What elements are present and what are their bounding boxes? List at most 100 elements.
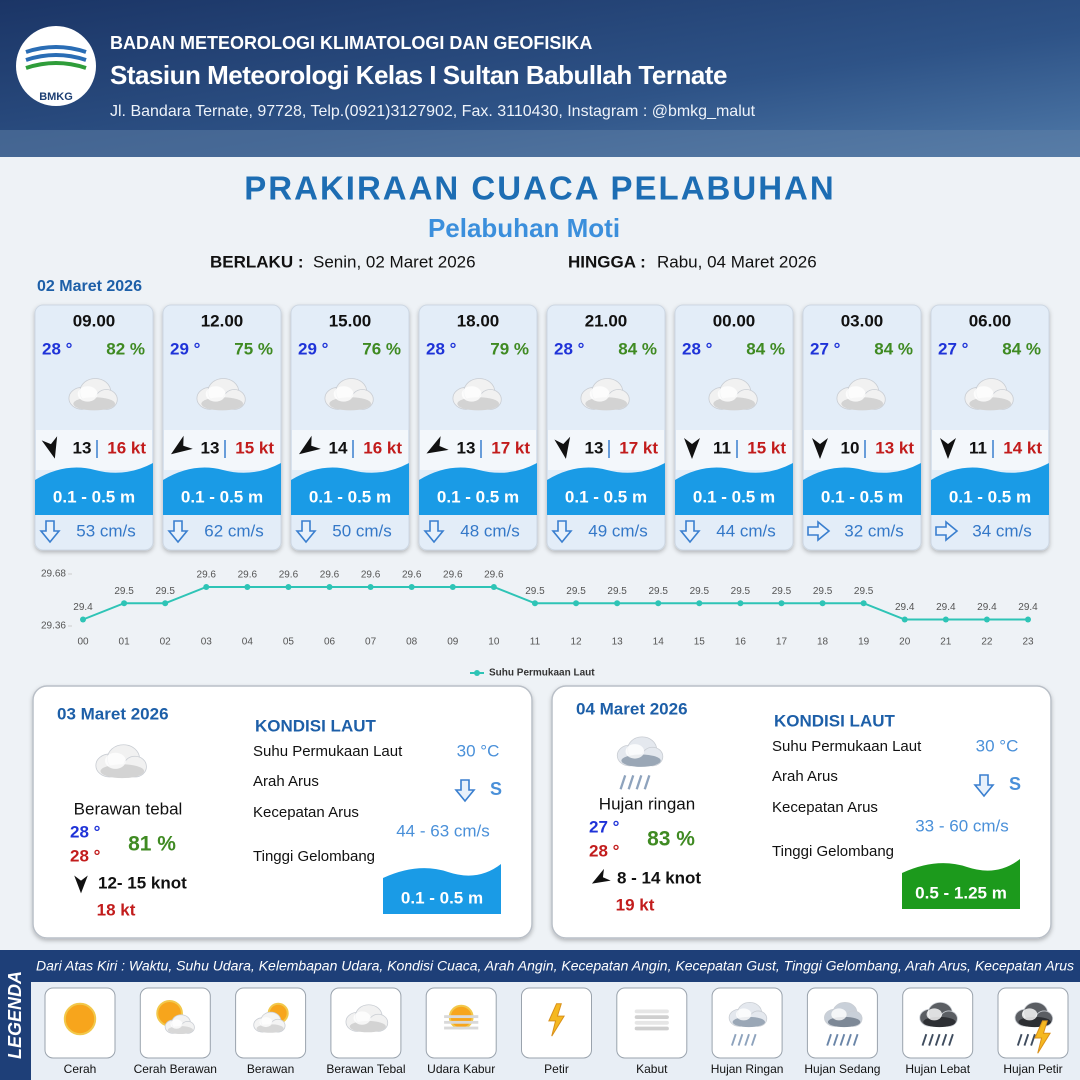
- cloud-part: [717, 386, 738, 402]
- rain-drop: [921, 1033, 928, 1046]
- rain-drop: [852, 1033, 859, 1046]
- hour-wave: 0.1 - 0.5 m: [437, 487, 519, 506]
- rain-drop: [832, 1033, 839, 1046]
- cloud-part: [259, 1017, 273, 1028]
- current-arrow: [167, 520, 189, 544]
- rain-drop: [643, 775, 651, 790]
- hour-gust: 16 kt: [363, 438, 402, 457]
- lightning: [1034, 1020, 1051, 1054]
- title: PRAKIRAAN CUACA PELABUHAN: [244, 170, 835, 207]
- data-label: 29.6: [320, 570, 340, 581]
- x-tick-label: 04: [242, 637, 254, 648]
- wave-area: [163, 463, 281, 515]
- x-tick-label: 02: [160, 637, 172, 648]
- rain-drop: [839, 1033, 846, 1046]
- hour-current: 44 cm/s: [716, 521, 776, 540]
- rain-drop: [928, 1033, 934, 1046]
- sst-point: [573, 600, 580, 607]
- data-label: 29.5: [772, 586, 792, 597]
- hour-temp: 28 °: [426, 339, 457, 358]
- day-gust: 18 kt: [97, 900, 136, 919]
- subtitle: Pelabuhan Moti: [428, 213, 620, 243]
- data-label: 29.4: [73, 602, 93, 613]
- weather-icon: [68, 378, 118, 411]
- weather-icon: [444, 1004, 479, 1030]
- lightning: [548, 1003, 565, 1037]
- sst-point: [162, 600, 169, 607]
- sea-wave-value: 0.5 - 1.25 m: [915, 883, 1007, 902]
- x-tick-label: 05: [283, 637, 295, 648]
- hour-wave: 0.1 - 0.5 m: [821, 487, 903, 506]
- sea-label: Tinggi Gelombang: [253, 848, 375, 865]
- hour-current: 34 cm/s: [972, 521, 1032, 540]
- logo-disc: [16, 26, 96, 106]
- hour-humidity: 84 %: [874, 339, 913, 358]
- data-label: 29.6: [443, 570, 463, 581]
- sst-point: [983, 616, 990, 623]
- wind-arrow: [41, 436, 58, 459]
- x-tick-label: 01: [119, 637, 131, 648]
- current-arrow: [973, 774, 995, 798]
- hour-time: 06.00: [969, 311, 1012, 330]
- hour-gust: 14 kt: [1003, 438, 1042, 457]
- sst-point: [860, 600, 867, 607]
- current-arrow: [935, 520, 959, 542]
- rain-drop: [635, 775, 643, 790]
- station-name: Stasiun Meteorologi Kelas I Sultan Babul…: [110, 60, 727, 90]
- day-wind: 8 - 14 knot: [617, 868, 701, 887]
- weather-icon: [452, 378, 502, 411]
- logo-wave: [25, 61, 87, 70]
- day-date: 04 Maret 2026: [576, 699, 688, 718]
- day-temp-max: 28 °: [70, 846, 101, 865]
- x-tick-label: 21: [940, 637, 952, 648]
- hour-wave: 0.1 - 0.5 m: [949, 487, 1031, 506]
- hour-humidity: 76 %: [362, 339, 401, 358]
- wind-arrow: [298, 435, 321, 455]
- weather-icon: [324, 378, 374, 411]
- hour-gust: 17 kt: [491, 438, 530, 457]
- hour-wind: 13: [73, 438, 92, 457]
- sea-label: Suhu Permukaan Laut: [772, 738, 922, 755]
- data-label: 29.5: [648, 586, 668, 597]
- hour-gust: 13 kt: [875, 438, 914, 457]
- wind-arrow: [812, 438, 828, 459]
- hour-humidity: 79 %: [490, 339, 529, 358]
- day-condition: Hujan ringan: [599, 794, 695, 813]
- weather-icon: [919, 1001, 958, 1046]
- hour-wave: 0.1 - 0.5 m: [693, 487, 775, 506]
- sun: [63, 1002, 97, 1036]
- data-label: 29.5: [566, 586, 586, 597]
- x-tick-label: 13: [612, 637, 624, 648]
- legend-top-band: [0, 950, 1080, 982]
- day-date: 03 Maret 2026: [57, 704, 169, 723]
- day-condition: Berawan tebal: [74, 799, 183, 818]
- hour-wave: 0.1 - 0.5 m: [309, 487, 391, 506]
- rain-drop: [619, 775, 627, 790]
- sst-point: [696, 600, 703, 607]
- hour-wind: 14: [329, 438, 348, 457]
- cloud-part: [105, 752, 126, 769]
- x-tick-label: 06: [324, 637, 336, 648]
- hour-humidity: 84 %: [1002, 339, 1041, 358]
- address: Jl. Bandara Ternate, 97728, Telp.(0921)3…: [110, 103, 756, 120]
- data-label: 29.5: [114, 586, 134, 597]
- sst-line: [82, 586, 1028, 621]
- sea-sst: 30 °C: [976, 736, 1019, 755]
- x-tick-label: 09: [447, 637, 459, 648]
- sst-point: [819, 600, 826, 607]
- data-label: 29.5: [607, 586, 627, 597]
- data-label: 29.6: [402, 570, 422, 581]
- rain-drop: [1023, 1033, 1030, 1046]
- weather-icon: [824, 1001, 863, 1046]
- sst-point: [1025, 616, 1031, 623]
- sst-point: [80, 616, 86, 623]
- day-humidity: 81 %: [128, 833, 176, 856]
- x-tick-label: 07: [365, 637, 377, 648]
- hour-time: 18.00: [457, 311, 500, 330]
- data-label: 29.5: [690, 586, 710, 597]
- logo-wave: [25, 53, 87, 62]
- weather-icon: [196, 378, 246, 411]
- current-arrow: [551, 520, 573, 544]
- hour-wave: 0.1 - 0.5 m: [181, 487, 263, 506]
- rain-drop: [846, 1033, 852, 1046]
